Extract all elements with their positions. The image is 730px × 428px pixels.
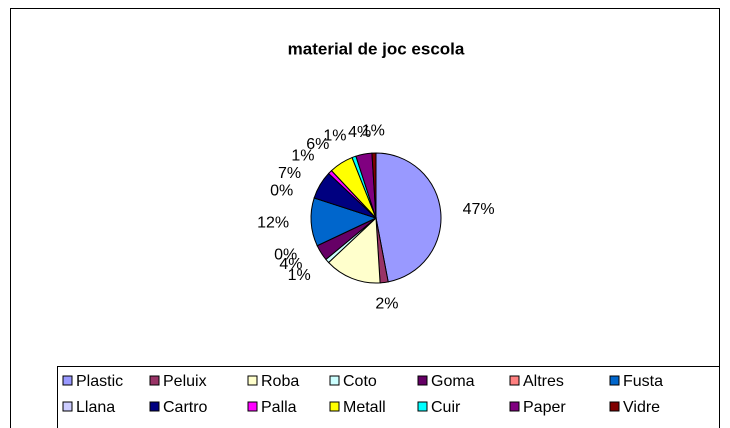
legend-box: [57, 366, 720, 428]
data-label: 0%: [270, 182, 293, 199]
legend-label: Peluix: [163, 373, 207, 390]
legend-swatch: [149, 375, 160, 386]
pie-slice: [375, 152, 442, 283]
data-label: 1%: [288, 267, 311, 284]
data-label: 6%: [306, 136, 329, 153]
legend-swatch: [247, 401, 258, 412]
legend-label: Goma: [431, 373, 475, 390]
legend-swatch: [417, 375, 428, 386]
legend-label: Palla: [261, 399, 297, 416]
legend-swatch: [329, 401, 340, 412]
pie-slice: [327, 216, 381, 284]
data-label: 1%: [362, 122, 385, 139]
legend-label: Altres: [523, 373, 564, 390]
chart-title: material de joc escola: [288, 39, 465, 58]
legend-swatch: [62, 375, 73, 386]
data-label: 4%: [279, 256, 302, 273]
legend-swatch: [609, 401, 620, 412]
legend-label: Metall: [343, 399, 386, 416]
legend-label: Cuir: [431, 399, 461, 416]
legend-swatch: [609, 375, 620, 386]
pie-slice: [371, 152, 377, 219]
data-label: 12%: [257, 215, 289, 232]
legend-label: Roba: [261, 373, 299, 390]
legend-swatch: [247, 375, 258, 386]
data-label: 2%: [375, 296, 398, 313]
legend-swatch: [149, 401, 160, 412]
legend-label: Llana: [76, 399, 115, 416]
data-label: 4%: [348, 124, 371, 141]
data-label: 1%: [323, 127, 346, 144]
legend-swatch: [62, 401, 73, 412]
legend-label: Coto: [343, 373, 377, 390]
legend-label: Paper: [523, 399, 566, 416]
legend-swatch: [509, 401, 520, 412]
data-label: 47%: [463, 201, 495, 218]
legend-swatch: [329, 375, 340, 386]
legend-swatch: [417, 401, 428, 412]
data-label: 0%: [274, 246, 297, 263]
data-label: 1%: [291, 148, 314, 165]
legend-label: Fusta: [623, 373, 663, 390]
legend-label: Cartro: [163, 399, 208, 416]
legend-swatch: [509, 375, 520, 386]
legend-label: Plastic: [76, 373, 123, 390]
legend-label: Vidre: [623, 399, 660, 416]
data-label: 7%: [278, 165, 301, 182]
